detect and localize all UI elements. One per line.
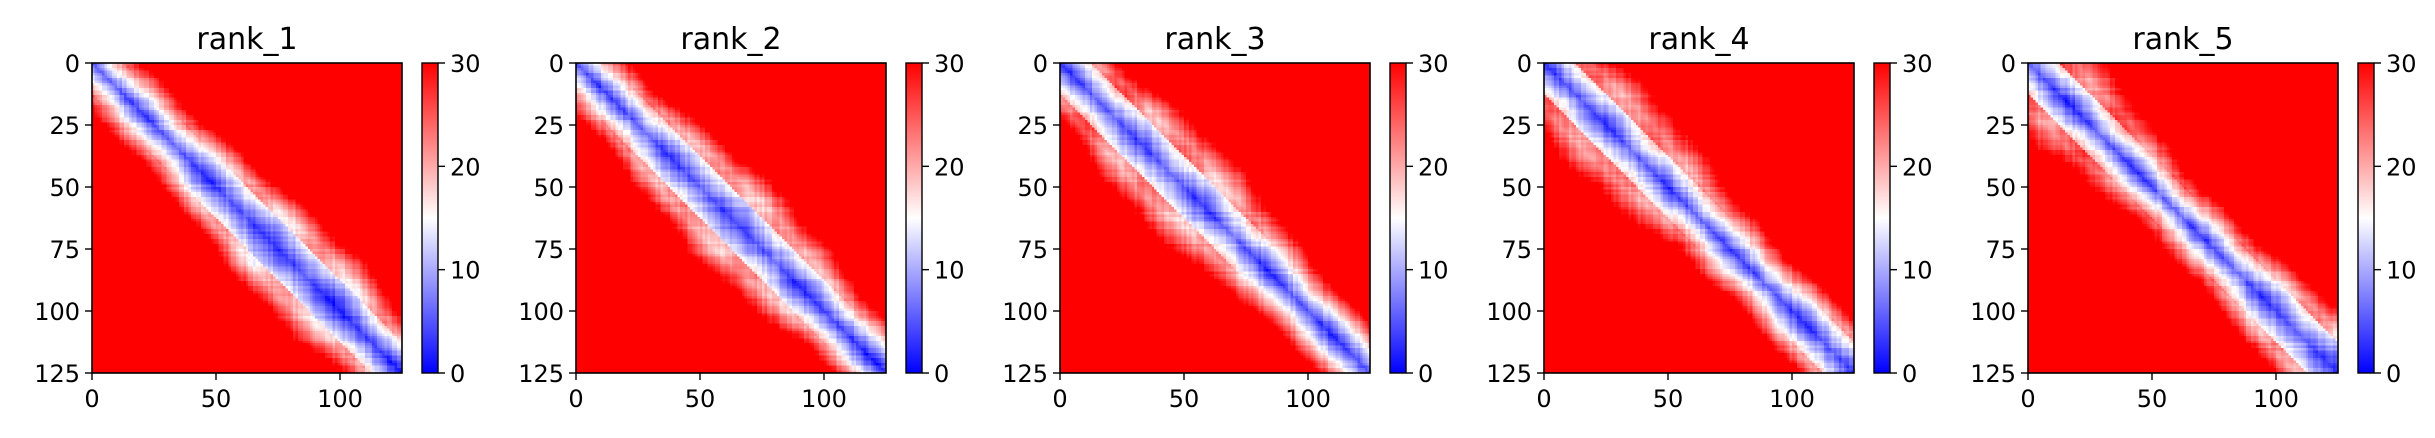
colorbar-tick-label: 10 (1418, 257, 1449, 285)
heatmap-image (92, 63, 402, 373)
heatmap-image (1544, 63, 1854, 373)
y-tick-label: 125 (1002, 360, 1048, 388)
subplot-title: rank_3 (1164, 22, 1265, 57)
x-tick-label: 0 (2020, 385, 2035, 413)
x-tick-label: 50 (1653, 385, 1684, 413)
heatmap-image (1060, 63, 1370, 373)
colorbar-tick-label: 20 (1418, 153, 1449, 181)
subplot-title: rank_1 (196, 22, 297, 57)
colorbar (421, 62, 439, 374)
x-tick-label: 0 (1536, 385, 1551, 413)
y-tick-label: 25 (533, 112, 564, 140)
colorbar-tick-label: 10 (934, 257, 965, 285)
colorbar (1873, 62, 1891, 374)
colorbar-tick-label: 30 (1418, 50, 1449, 78)
y-tick-label: 0 (2001, 50, 2016, 78)
axes-frame (575, 62, 887, 374)
y-tick-label: 100 (1486, 298, 1532, 326)
y-tick-label: 0 (65, 50, 80, 78)
x-tick-label: 50 (1169, 385, 1200, 413)
heatmap-image (576, 63, 886, 373)
colorbar-tick-label: 10 (450, 257, 481, 285)
axes-frame (1059, 62, 1371, 374)
colorbar (905, 62, 923, 374)
x-tick-label: 0 (1052, 385, 1067, 413)
y-tick-label: 0 (1033, 50, 1048, 78)
x-tick-label: 50 (2137, 385, 2168, 413)
y-tick-label: 25 (1017, 112, 1048, 140)
y-tick-label: 100 (34, 298, 80, 326)
x-tick-label: 100 (1285, 385, 1331, 413)
y-tick-label: 100 (518, 298, 564, 326)
colorbar-tick-label: 0 (934, 360, 949, 388)
y-tick-label: 100 (1970, 298, 2016, 326)
y-tick-label: 75 (49, 236, 80, 264)
axes-frame (91, 62, 403, 374)
colorbar-tick-label: 10 (1902, 257, 1933, 285)
colorbar (2357, 62, 2375, 374)
subplot-title: rank_4 (1648, 22, 1749, 57)
y-tick-label: 25 (1985, 112, 2016, 140)
y-tick-label: 125 (1970, 360, 2016, 388)
colorbar-tick-label: 20 (2386, 153, 2417, 181)
colorbar (1389, 62, 1407, 374)
x-tick-label: 100 (317, 385, 363, 413)
y-tick-label: 25 (1501, 112, 1532, 140)
y-tick-label: 75 (533, 236, 564, 264)
y-tick-label: 50 (1985, 174, 2016, 202)
y-tick-label: 0 (549, 50, 564, 78)
y-tick-label: 75 (1501, 236, 1532, 264)
y-tick-label: 100 (1002, 298, 1048, 326)
colorbar-tick-label: 20 (1902, 153, 1933, 181)
y-tick-label: 25 (49, 112, 80, 140)
y-tick-label: 0 (1517, 50, 1532, 78)
colorbar-tick-label: 0 (1902, 360, 1917, 388)
y-tick-label: 75 (1985, 236, 2016, 264)
y-tick-label: 50 (1017, 174, 1048, 202)
y-tick-label: 125 (34, 360, 80, 388)
y-tick-label: 125 (1486, 360, 1532, 388)
x-tick-label: 100 (1769, 385, 1815, 413)
x-tick-label: 100 (801, 385, 847, 413)
axes-frame (2027, 62, 2339, 374)
colorbar-tick-label: 20 (934, 153, 965, 181)
y-tick-label: 50 (1501, 174, 1532, 202)
colorbar-tick-label: 0 (2386, 360, 2401, 388)
y-tick-label: 125 (518, 360, 564, 388)
x-tick-label: 50 (685, 385, 716, 413)
y-tick-label: 50 (533, 174, 564, 202)
colorbar-tick-label: 0 (1418, 360, 1433, 388)
x-tick-label: 0 (568, 385, 583, 413)
y-tick-label: 50 (49, 174, 80, 202)
axes-frame (1543, 62, 1855, 374)
colorbar-tick-label: 0 (450, 360, 465, 388)
heatmap-image (2028, 63, 2338, 373)
x-tick-label: 0 (84, 385, 99, 413)
colorbar-tick-label: 30 (450, 50, 481, 78)
y-tick-label: 75 (1017, 236, 1048, 264)
colorbar-tick-label: 10 (2386, 257, 2417, 285)
colorbar-tick-label: 30 (1902, 50, 1933, 78)
x-tick-label: 100 (2253, 385, 2299, 413)
colorbar-tick-label: 30 (2386, 50, 2417, 78)
x-tick-label: 50 (201, 385, 232, 413)
subplot-title: rank_5 (2132, 22, 2233, 57)
subplot-title: rank_2 (680, 22, 781, 57)
colorbar-tick-label: 20 (450, 153, 481, 181)
colorbar-tick-label: 30 (934, 50, 965, 78)
